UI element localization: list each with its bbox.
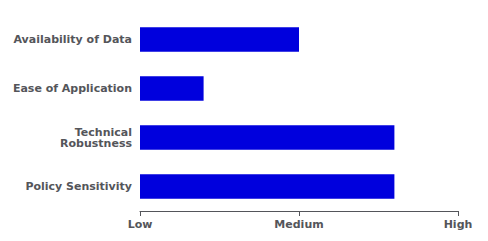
svg-text:Technical: Technical — [74, 125, 132, 139]
svg-text:Robustness: Robustness — [60, 137, 132, 150]
svg-text:Low: Low — [128, 218, 153, 231]
svg-text:Ease of Application: Ease of Application — [13, 82, 132, 95]
svg-text:Policy Sensitivity: Policy Sensitivity — [25, 180, 132, 193]
svg-text:Medium: Medium — [274, 218, 323, 231]
svg-text:Availability of Data: Availability of Data — [13, 33, 132, 46]
svg-text:High: High — [444, 218, 473, 231]
